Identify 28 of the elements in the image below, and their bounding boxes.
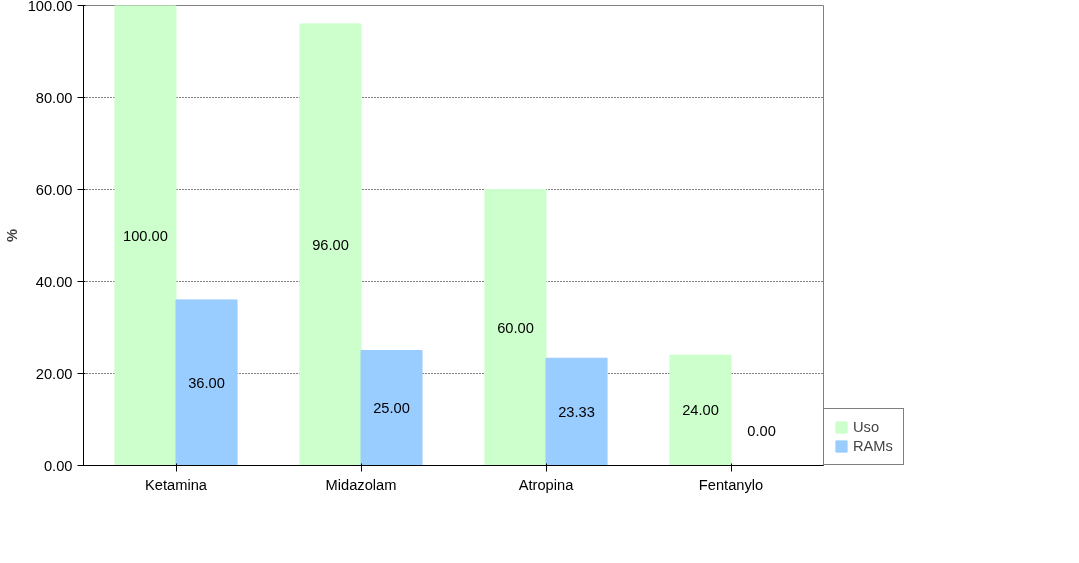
data-label: 36.00 (188, 374, 225, 391)
bar (484, 189, 547, 466)
y-tick-label: 0.00 (43, 457, 73, 474)
bar (114, 5, 177, 466)
y-tick-label: 80.00 (35, 89, 73, 106)
y-tick-label: 100.00 (27, 0, 73, 14)
bar (545, 357, 608, 466)
y-tick-label: 20.00 (35, 365, 73, 382)
y-tick-label: 60.00 (35, 181, 73, 198)
data-label: 23.33 (558, 403, 595, 420)
data-label: 24.00 (682, 402, 719, 419)
x-tick-label: Ketamina (145, 476, 208, 493)
data-label: 100.00 (123, 227, 168, 244)
bar (299, 23, 362, 466)
bar (360, 350, 423, 466)
x-tick-label: Midazolam (325, 476, 397, 493)
bar (175, 299, 238, 466)
legend-label: RAMs (853, 438, 893, 454)
y-axis-title: % (3, 228, 20, 243)
data-label: 96.00 (312, 236, 349, 253)
x-tick-label: Fentanylo (698, 476, 764, 493)
legend-label: Uso (853, 419, 880, 435)
y-tick-label: 40.00 (35, 273, 73, 290)
data-label: 25.00 (373, 400, 410, 416)
bar (669, 354, 732, 466)
x-tick-label: Atropina (518, 476, 575, 493)
data-label: 60.00 (497, 319, 534, 336)
data-label: 0.00 (747, 422, 776, 439)
